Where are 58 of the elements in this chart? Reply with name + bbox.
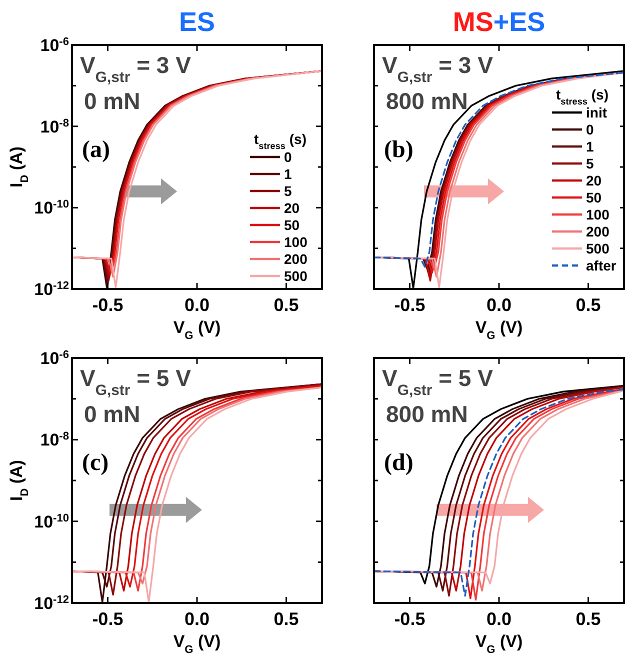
legend-label: 50	[586, 190, 602, 206]
y-tick-label: 10$^{-8}$	[40, 117, 69, 136]
y-tick-label: 10$^{-6}$	[40, 349, 69, 368]
annotation: 0 mN	[84, 88, 140, 114]
legend-title: t$_{stress}$ (s)	[556, 86, 608, 106]
x-tick-label: -0.5	[394, 609, 426, 629]
legend-title: t$_{stress}$ (s)	[254, 131, 306, 151]
legend-label: 100	[586, 206, 610, 222]
legend-label: 0	[586, 122, 594, 138]
annotation: (a)	[82, 137, 110, 163]
chart-title: MS+ES	[452, 7, 546, 37]
x-tick-label: -0.5	[394, 295, 426, 315]
x-tick-label: -0.5	[92, 609, 124, 629]
legend-label: 500	[586, 240, 610, 256]
y-tick-label: 10$^{-10}$	[34, 198, 69, 218]
legend-label: 20	[284, 200, 300, 216]
x-axis-title: V$_{G}$ (V)	[475, 318, 523, 342]
x-tick-label: -0.5	[92, 295, 124, 315]
annotation: V$_{G,str}$ = 3 V	[382, 52, 494, 86]
annotation: 0 mN	[84, 401, 140, 427]
x-tick-label: 0.0	[486, 295, 512, 315]
annotation: 800 mN	[386, 401, 468, 427]
y-tick-label: 10$^{-8}$	[40, 430, 69, 450]
x-tick-label: 0.0	[184, 609, 210, 629]
x-tick-label: 0.5	[274, 295, 299, 315]
legend-label: 5	[284, 183, 292, 199]
legend-label: 1	[284, 166, 292, 182]
annotation: (c)	[82, 450, 109, 476]
annotation: 800 mN	[386, 88, 468, 114]
legend-label: init	[586, 104, 608, 120]
annotation: (d)	[384, 450, 414, 476]
x-axis-title: V$_{G}$ (V)	[475, 632, 523, 656]
legend-label: 20	[586, 172, 602, 188]
x-axis-title: V$_{G}$ (V)	[173, 632, 221, 656]
legend-label: 200	[284, 251, 308, 267]
y-tick-label: 10$^{-12}$	[34, 280, 69, 299]
y-tick-label: 10$^{-12}$	[34, 594, 69, 613]
legend-label: 500	[284, 268, 308, 284]
legend-label: 50	[284, 217, 300, 233]
x-tick-label: 0.5	[576, 609, 601, 629]
legend-label: 100	[284, 234, 308, 250]
annotation: V$_{G,str}$ = 5 V	[382, 365, 494, 398]
legend-label: 200	[586, 224, 610, 240]
y-tick-label: 10$^{-6}$	[40, 36, 69, 55]
y-tick-label: 10$^{-10}$	[34, 512, 69, 532]
annotation: V$_{G,str}$ = 3 V	[80, 52, 192, 86]
legend-label: 0	[284, 149, 292, 165]
x-tick-label: 0.0	[486, 609, 512, 629]
legend-label: after	[586, 258, 617, 274]
annotation: V$_{G,str}$ = 5 V	[80, 365, 192, 398]
x-tick-label: 0.5	[576, 295, 601, 315]
x-tick-label: 0.0	[184, 295, 210, 315]
chart-title: ES	[178, 7, 216, 37]
x-axis-title: V$_{G}$ (V)	[173, 318, 221, 342]
legend-label: 5	[586, 156, 594, 172]
annotation: (b)	[384, 137, 414, 163]
x-tick-label: 0.5	[274, 609, 299, 629]
legend-label: 1	[586, 138, 594, 154]
